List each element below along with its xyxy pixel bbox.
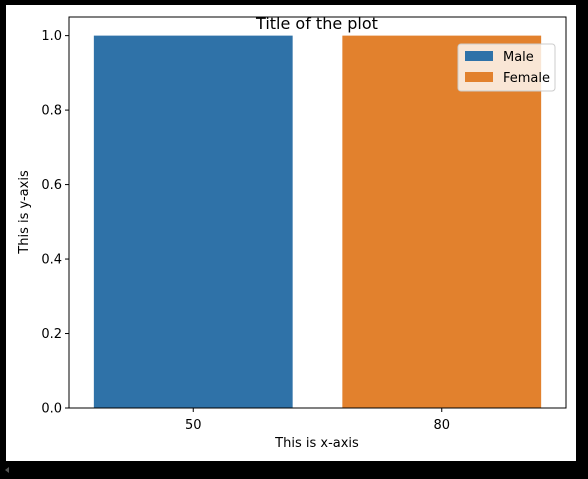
legend-label-male: Male: [503, 50, 534, 65]
y-tick-label: 0.2: [41, 327, 62, 342]
y-tick-label: 0.6: [41, 178, 62, 193]
legend: Male Female: [457, 43, 556, 92]
legend-swatch-female: [465, 72, 493, 82]
x-axis-label: This is x-axis: [274, 436, 359, 451]
y-axis-ticks: 0.0 0.2 0.4 0.6 0.8 1.0: [41, 29, 69, 417]
chart-title: Title of the plot: [255, 14, 378, 33]
y-tick-label: 0.8: [41, 104, 62, 119]
y-tick-label: 0.4: [41, 253, 62, 268]
bar-female-80: [342, 35, 542, 408]
x-tick-label: 80: [433, 418, 450, 433]
x-axis-ticks: 50 80: [185, 408, 450, 433]
scroll-left-arrow-icon[interactable]: [5, 467, 9, 473]
legend-label-female: Female: [503, 71, 550, 86]
plot-frame: [68, 16, 567, 409]
bar-male-50: [93, 35, 293, 408]
bar-chart: 0.0 0.2 0.4 0.6 0.8 1.0 50 80 Title of the plo…: [17, 14, 567, 451]
y-tick-label: 0.0: [41, 402, 62, 417]
figure-canvas: 0.0 0.2 0.4 0.6 0.8 1.0 50 80 Title of the plo…: [6, 5, 576, 461]
bars-layer: [93, 35, 542, 408]
legend-swatch-male: [465, 51, 493, 61]
y-axis-label: This is y-axis: [17, 170, 32, 255]
x-tick-label: 50: [185, 418, 202, 433]
y-tick-label: 1.0: [41, 29, 62, 44]
